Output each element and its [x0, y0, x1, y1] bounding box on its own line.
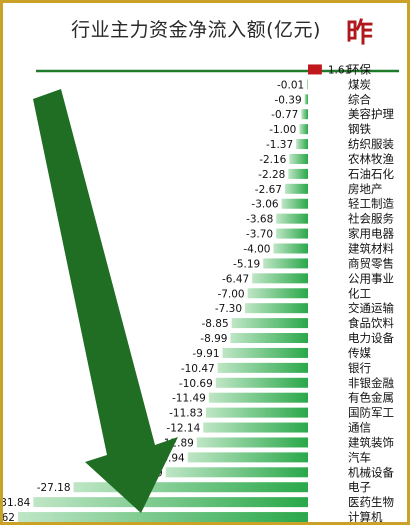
value-label: -5.19 [233, 258, 260, 270]
value-label: -10.47 [181, 363, 215, 375]
value-label: -31.84 [3, 497, 31, 509]
value-label: -10.69 [179, 378, 213, 390]
value-label: -1.37 [266, 139, 293, 151]
value-label: -27.18 [37, 482, 71, 494]
category-label: 房地产 [348, 182, 383, 196]
value-label: -0.77 [271, 109, 298, 121]
bar-电力设备 [230, 333, 308, 344]
value-label: -8.85 [201, 318, 228, 330]
category-label: 传媒 [348, 346, 371, 360]
bar-计算机 [18, 512, 308, 522]
value-label: -0.39 [274, 94, 301, 106]
category-label: 交通运输 [348, 301, 394, 315]
category-label: 纺织服装 [348, 137, 394, 151]
value-label: -33.62 [3, 512, 15, 522]
category-label: 石油石化 [348, 167, 394, 181]
bar-医药生物 [33, 497, 309, 508]
value-label: -7.30 [215, 303, 242, 315]
bar-综合 [304, 94, 308, 105]
category-label: 银行 [348, 361, 371, 375]
bar-银行 [217, 362, 308, 373]
value-label: -2.67 [255, 184, 282, 196]
value-label: -9.91 [192, 348, 219, 360]
day-badge: 昨 [346, 18, 373, 49]
category-label: 商贸零售 [348, 256, 394, 270]
bar-建筑装饰 [196, 437, 308, 448]
bar-食品饮料 [231, 318, 308, 329]
category-label: 综合 [348, 92, 371, 106]
category-label: 国防军工 [348, 406, 394, 420]
value-label: -11.49 [172, 393, 206, 405]
category-label: 电子 [348, 480, 371, 494]
category-label: 通信 [348, 421, 371, 435]
bar-机械设备 [165, 467, 308, 478]
category-label: 轻工制造 [348, 197, 394, 211]
value-label: -3.68 [246, 214, 273, 226]
value-label: 1.61 [328, 64, 351, 76]
value-label: -8.99 [200, 333, 227, 345]
value-label: -2.28 [258, 169, 285, 181]
bar-商贸零售 [263, 258, 308, 269]
category-label: 社会服务 [348, 212, 394, 226]
down-arrow-icon [33, 89, 178, 513]
category-label: 建筑材料 [348, 242, 394, 256]
bar-农林牧渔 [289, 153, 308, 164]
category-label: 机械设备 [348, 465, 394, 479]
bar-美容护理 [301, 109, 308, 120]
bar-纺织服装 [296, 139, 308, 150]
category-label: 公用事业 [348, 271, 394, 285]
bar-传媒 [222, 347, 308, 358]
category-label: 家用电器 [348, 227, 394, 241]
bar-交通运输 [245, 303, 308, 314]
value-label: -11.83 [169, 408, 203, 420]
chart-title: 行业主力资金净流入额(亿元) [71, 19, 321, 41]
category-label: 建筑装饰 [348, 435, 394, 449]
value-label: -2.16 [259, 154, 286, 166]
value-label: -4.00 [243, 244, 270, 256]
bar-轻工制造 [281, 198, 308, 209]
bar-电子 [73, 482, 309, 493]
category-label: 煤炭 [348, 77, 371, 91]
bar-社会服务 [276, 213, 308, 224]
bar-公用事业 [252, 273, 308, 284]
value-label: -3.06 [251, 199, 278, 211]
category-label: 计算机 [348, 510, 383, 522]
category-label: 电力设备 [348, 331, 394, 345]
category-label: 钢铁 [348, 122, 371, 136]
bar-石油石化 [288, 168, 308, 179]
value-label: -6.47 [222, 273, 249, 285]
bar-非银金融 [215, 377, 308, 388]
bar-有色金属 [208, 392, 308, 403]
category-label: 环保 [348, 62, 371, 76]
bar-钢铁 [299, 124, 308, 135]
category-label: 农林牧渔 [348, 152, 394, 166]
value-label: -1.00 [269, 124, 296, 136]
bar-化工 [247, 288, 308, 299]
category-label: 食品饮料 [348, 316, 394, 330]
bar-国防军工 [205, 407, 308, 418]
bar-家用电器 [276, 228, 308, 239]
category-label: 汽车 [348, 450, 371, 464]
value-label: -7.00 [217, 288, 244, 300]
value-label: -0.01 [277, 79, 304, 91]
bar-通信 [203, 422, 308, 433]
bar-环保 [308, 64, 322, 75]
bar-汽车 [187, 452, 308, 463]
value-label: -12.14 [166, 423, 200, 435]
bar-煤炭 [307, 79, 308, 90]
bar-房地产 [284, 183, 308, 194]
category-label: 医药生物 [348, 495, 394, 509]
value-label: -3.70 [246, 229, 273, 241]
category-label: 美容护理 [348, 107, 394, 121]
category-label: 有色金属 [348, 391, 394, 405]
category-label: 非银金融 [348, 376, 394, 390]
bar-建筑材料 [273, 243, 308, 254]
category-label: 化工 [348, 286, 371, 300]
